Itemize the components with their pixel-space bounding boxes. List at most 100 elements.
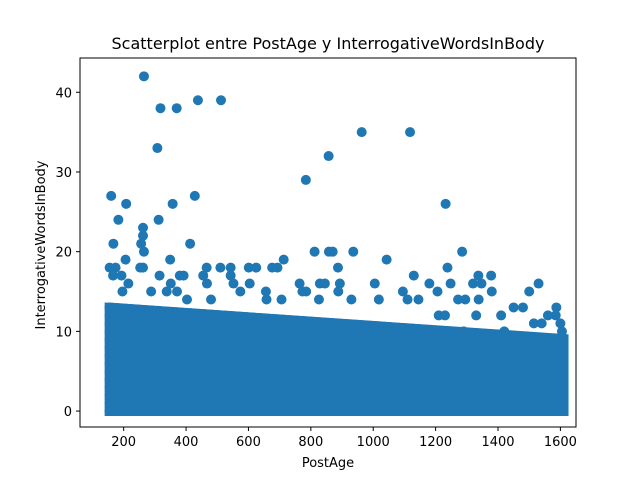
- scatter-point: [457, 246, 468, 257]
- scatter-point: [138, 230, 149, 241]
- scatter-point: [138, 246, 149, 257]
- scatter-point: [178, 270, 189, 281]
- scatter-point: [473, 294, 484, 305]
- scatter-point: [243, 262, 254, 273]
- scatter-point: [300, 174, 311, 185]
- band-edge-point: [558, 342, 569, 353]
- dense-point-band: [104, 302, 569, 417]
- scatter-point: [346, 294, 357, 305]
- band-edge-point: [104, 406, 115, 417]
- scatter-point: [251, 262, 262, 273]
- scatter-point: [333, 286, 344, 297]
- band-edge-point: [558, 398, 569, 409]
- scatter-point: [244, 278, 255, 289]
- scatter-point: [533, 278, 544, 289]
- scatter-point: [432, 286, 443, 297]
- scatter-point: [155, 103, 166, 114]
- scatter-point: [225, 262, 236, 273]
- scatter-point: [440, 198, 451, 209]
- scatter-point: [116, 270, 127, 281]
- band-edge-point: [558, 350, 569, 361]
- scatter-point: [373, 294, 384, 305]
- scatter-point: [446, 326, 457, 337]
- band-edge-point: [104, 398, 115, 409]
- scatter-point: [110, 262, 121, 273]
- scatter-point: [138, 262, 149, 273]
- scatter-point: [153, 214, 164, 225]
- x-tick-label: 800: [298, 435, 323, 450]
- y-tick-label: 10: [55, 325, 72, 340]
- scatter-point: [138, 222, 149, 233]
- scatter-point: [138, 71, 149, 82]
- scatter-point: [458, 326, 469, 337]
- scatter-point: [397, 286, 408, 297]
- scatter-point: [216, 95, 227, 106]
- data-points: [104, 71, 567, 337]
- x-tick-label: 600: [236, 435, 261, 450]
- scatter-point: [528, 318, 539, 329]
- scatter-point: [408, 270, 419, 281]
- scatter-point: [334, 278, 345, 289]
- scatter-point: [424, 278, 435, 289]
- scatter-point: [198, 270, 209, 281]
- x-tick-label: 1200: [419, 435, 452, 450]
- band-edge-point: [104, 310, 115, 321]
- scatter-point: [106, 190, 117, 201]
- scatter-point: [517, 302, 528, 313]
- chart-title: Scatterplot entre PostAge y Interrogativ…: [112, 34, 545, 53]
- scatter-point: [453, 294, 464, 305]
- y-axis-label: InterrogativeWordsInBody: [34, 160, 49, 329]
- band-edge-point: [104, 358, 115, 369]
- band-edge-point: [104, 366, 115, 377]
- band-edge-point: [558, 382, 569, 393]
- scatter-point: [201, 278, 212, 289]
- band-edge-point: [104, 326, 115, 337]
- scatter-point: [323, 151, 334, 162]
- y-tick-label: 20: [55, 246, 72, 261]
- scatter-point: [556, 326, 567, 337]
- band-edge-point: [104, 350, 115, 361]
- scatter-point: [272, 262, 283, 273]
- band-edge-point: [558, 366, 569, 377]
- scatter-point: [189, 190, 200, 201]
- scatter-point: [486, 286, 497, 297]
- scatter-point: [108, 270, 119, 281]
- scatter-point: [113, 214, 124, 225]
- band-edge-point: [558, 406, 569, 417]
- scatter-point: [121, 198, 132, 209]
- scatter-point: [499, 326, 510, 337]
- scatter-point: [555, 318, 566, 329]
- scatter-point: [442, 262, 453, 273]
- band-edge-point: [558, 358, 569, 369]
- scatter-point: [301, 286, 312, 297]
- scatter-point: [154, 270, 165, 281]
- scatter-point: [381, 254, 392, 265]
- scatter-point: [260, 286, 271, 297]
- scatter-point: [508, 302, 519, 313]
- scatter-point: [473, 270, 484, 281]
- band-edge-point: [104, 374, 115, 385]
- x-tick-label: 200: [111, 435, 136, 450]
- scatter-point: [276, 294, 287, 305]
- y-tick-label: 40: [55, 86, 72, 101]
- band-edge-point: [104, 382, 115, 393]
- scatter-point: [319, 278, 330, 289]
- scatter-point: [171, 103, 182, 114]
- scatter-point: [476, 278, 487, 289]
- scatter-point: [460, 294, 471, 305]
- scatter-point: [165, 254, 176, 265]
- scatter-point: [356, 127, 367, 138]
- scatter-point: [146, 286, 157, 297]
- scatter-point: [327, 246, 338, 257]
- scatter-point: [235, 286, 246, 297]
- scatter-point: [551, 302, 562, 313]
- x-tick-label: 400: [174, 435, 199, 450]
- band-edge-point: [104, 390, 115, 401]
- scatter-point: [369, 278, 380, 289]
- scatter-point: [117, 286, 128, 297]
- x-tick-label: 1000: [357, 435, 390, 450]
- band-edge-point: [104, 318, 115, 329]
- scatter-point: [261, 294, 272, 305]
